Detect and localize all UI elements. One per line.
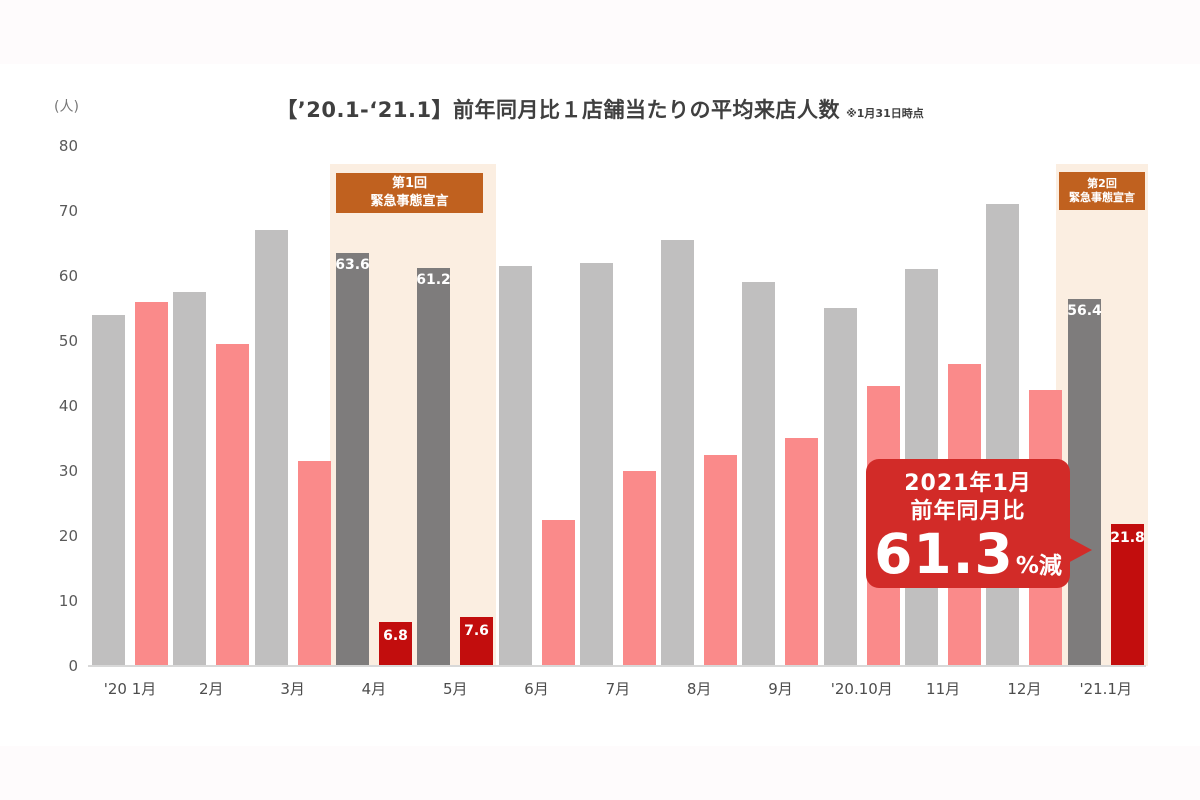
bar-value-current-year-12: 21.8	[1110, 530, 1145, 546]
x-tick-0: '20 1月	[103, 680, 157, 698]
bar-current-year-4	[460, 617, 493, 666]
bar-previous-year-0	[92, 315, 125, 666]
emergency-label-1: 第1回 緊急事態宣言	[336, 173, 483, 213]
x-tick-4: 5月	[442, 680, 468, 698]
x-tick-9: '20.10月	[830, 680, 893, 698]
bar-current-year-7	[704, 455, 737, 666]
emergency-label-2-line2: 緊急事態宣言	[1069, 191, 1135, 204]
bar-current-year-5	[542, 520, 575, 666]
x-tick-1: 2月	[199, 680, 224, 698]
x-tick-3: 4月	[361, 680, 387, 698]
bar-previous-year-5	[499, 266, 532, 666]
x-tick-10: 11月	[926, 680, 961, 698]
x-tick-12: '21.1月	[1079, 680, 1132, 698]
chart-title: 【’20.1-‘21.1】前年同月比１店舗当たりの平均来店人数	[276, 98, 841, 122]
bar-current-year-12	[1111, 524, 1144, 666]
y-tick-0: 0	[68, 657, 78, 675]
x-tick-5: 6月	[524, 680, 549, 698]
chart-title-row: 【’20.1-‘21.1】前年同月比１店舗当たりの平均来店人数 ※1月31日時点	[0, 94, 1200, 124]
y-tick-80: 80	[58, 137, 78, 155]
y-tick-60: 60	[58, 267, 78, 285]
bar-previous-year-1	[173, 292, 206, 666]
x-axis-line	[88, 665, 1146, 667]
bar-previous-year-4	[417, 268, 450, 666]
bar-previous-year-3	[336, 253, 369, 666]
bar-value-previous-year-12: 56.4	[1067, 303, 1102, 319]
callout-arrow	[1066, 536, 1092, 564]
x-tick-2: 3月	[280, 680, 305, 698]
bar-value-previous-year-4: 61.2	[416, 272, 451, 288]
bar-previous-year-8	[742, 282, 775, 666]
bar-value-current-year-3: 6.8	[383, 628, 408, 644]
chart-title-note: ※1月31日時点	[846, 107, 924, 120]
y-tick-10: 10	[58, 592, 78, 610]
bar-current-year-2	[298, 461, 331, 666]
callout-value: 61.3	[874, 522, 1014, 587]
bar-previous-year-9	[824, 308, 857, 666]
x-tick-6: 7月	[605, 680, 631, 698]
callout-yoy-decrease: 2021年1月 前年同月比 61.3%減	[866, 459, 1092, 588]
x-tick-7: 8月	[686, 680, 712, 698]
emergency-label-2: 第2回 緊急事態宣言	[1059, 172, 1145, 210]
emergency-label-1-line1: 第1回	[391, 176, 428, 192]
bar-current-year-8	[785, 438, 818, 666]
bar-current-year-6	[623, 471, 656, 666]
y-axis-unit-label: (人)	[54, 99, 79, 115]
emergency-label-2-line1: 第2回	[1087, 176, 1117, 190]
bar-previous-year-12	[1068, 299, 1101, 666]
y-tick-40: 40	[58, 397, 78, 415]
x-tick-8: 9月	[768, 680, 793, 698]
x-tick-11: 12月	[1007, 680, 1042, 698]
y-tick-50: 50	[58, 332, 78, 350]
emergency-label-1-line2: 緊急事態宣言	[370, 194, 449, 209]
bar-previous-year-2	[255, 230, 288, 666]
y-tick-20: 20	[58, 527, 78, 545]
bar-value-current-year-4: 7.6	[464, 623, 489, 639]
page-top-margin	[0, 0, 1200, 64]
bar-previous-year-6	[580, 263, 613, 666]
bar-previous-year-7	[661, 240, 694, 666]
bar-current-year-0	[135, 302, 168, 666]
y-tick-30: 30	[58, 462, 78, 480]
callout-value-suffix: %減	[1015, 553, 1062, 580]
y-tick-70: 70	[58, 202, 78, 220]
bar-previous-year-11	[986, 204, 1019, 666]
callout-caption: 前年同月比	[910, 499, 1026, 525]
bar-current-year-1	[216, 344, 249, 666]
callout-month: 2021年1月	[904, 471, 1032, 496]
bar-value-previous-year-3: 63.6	[335, 257, 370, 273]
bar-current-year-3	[379, 622, 412, 666]
page-bottom-margin	[0, 746, 1200, 800]
callout-value-row: 61.3%減	[866, 527, 1070, 582]
